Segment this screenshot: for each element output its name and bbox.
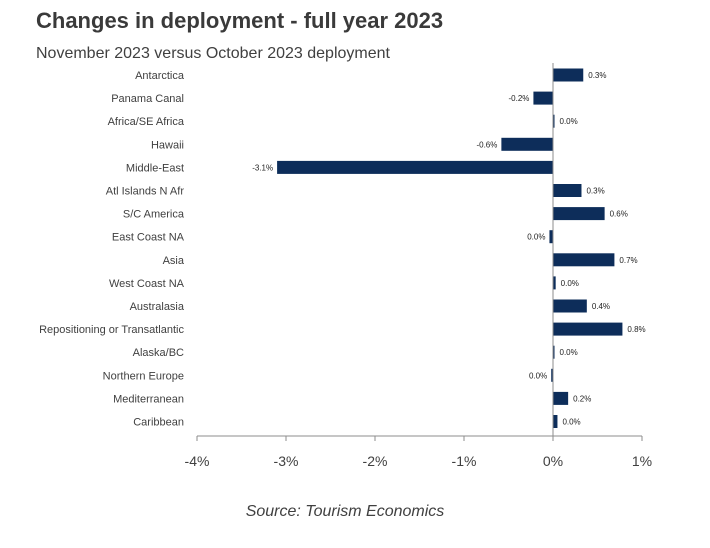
data-label: 0.2% (573, 394, 591, 403)
data-label: 0.0% (527, 233, 545, 242)
chart-title: Changes in deployment - full year 2023 (36, 8, 444, 33)
data-label: 0.0% (562, 418, 580, 427)
bar (533, 91, 553, 105)
category-label: Caribbean (133, 417, 184, 429)
x-tick-label: -1% (452, 453, 477, 469)
bar (553, 276, 556, 290)
bar (501, 137, 553, 151)
data-label: -0.2% (509, 94, 530, 103)
bar (553, 345, 555, 359)
category-label: West Coast NA (109, 278, 185, 290)
x-tick-label: 0% (543, 453, 563, 469)
data-label: 0.3% (588, 71, 606, 80)
bar (551, 368, 553, 382)
bar (549, 230, 553, 244)
category-label: Antarctica (135, 70, 185, 82)
category-label: East Coast NA (112, 232, 185, 244)
category-label: S/C America (123, 209, 185, 221)
chart-subtitle: November 2023 versus October 2023 deploy… (36, 45, 390, 62)
data-label: 0.4% (592, 302, 610, 311)
chart-source: Source: Tourism Economics (245, 503, 445, 520)
data-label: 0.0% (529, 371, 547, 380)
category-label: Middle-East (126, 162, 184, 174)
bar (553, 184, 582, 197)
bar (553, 114, 555, 128)
bar (553, 415, 558, 428)
bar (553, 253, 615, 267)
x-tick-label: -4% (185, 453, 210, 469)
category-label: Africa/SE Africa (108, 116, 185, 128)
category-label: Asia (163, 255, 185, 267)
data-label: 0.0% (560, 117, 578, 126)
bar (553, 68, 584, 82)
bar (553, 322, 623, 336)
data-label: 0.7% (619, 256, 637, 265)
category-label: Panama Canal (111, 93, 184, 105)
data-label: 0.3% (586, 187, 604, 196)
category-label: Atl Islands N Afr (106, 186, 185, 198)
x-tick-label: -2% (363, 453, 388, 469)
x-tick-label: 1% (632, 453, 652, 469)
category-label: Mediterranean (113, 393, 184, 405)
category-label: Alaska/BC (133, 347, 184, 359)
data-label: -0.6% (476, 140, 497, 149)
bar (553, 391, 569, 405)
data-label: 0.8% (627, 325, 645, 334)
bar (553, 299, 587, 313)
category-label: Hawaii (151, 139, 184, 151)
bar (277, 160, 553, 174)
data-label: -3.1% (252, 163, 273, 172)
category-label: Northern Europe (103, 370, 184, 382)
bar (553, 207, 605, 221)
category-label: Repositioning or Transatlantic (39, 324, 184, 336)
x-tick-label: -3% (274, 453, 299, 469)
category-label: Australasia (130, 301, 185, 313)
data-label: 0.6% (610, 210, 628, 219)
data-label: 0.0% (561, 279, 579, 288)
data-label: 0.0% (560, 348, 578, 357)
